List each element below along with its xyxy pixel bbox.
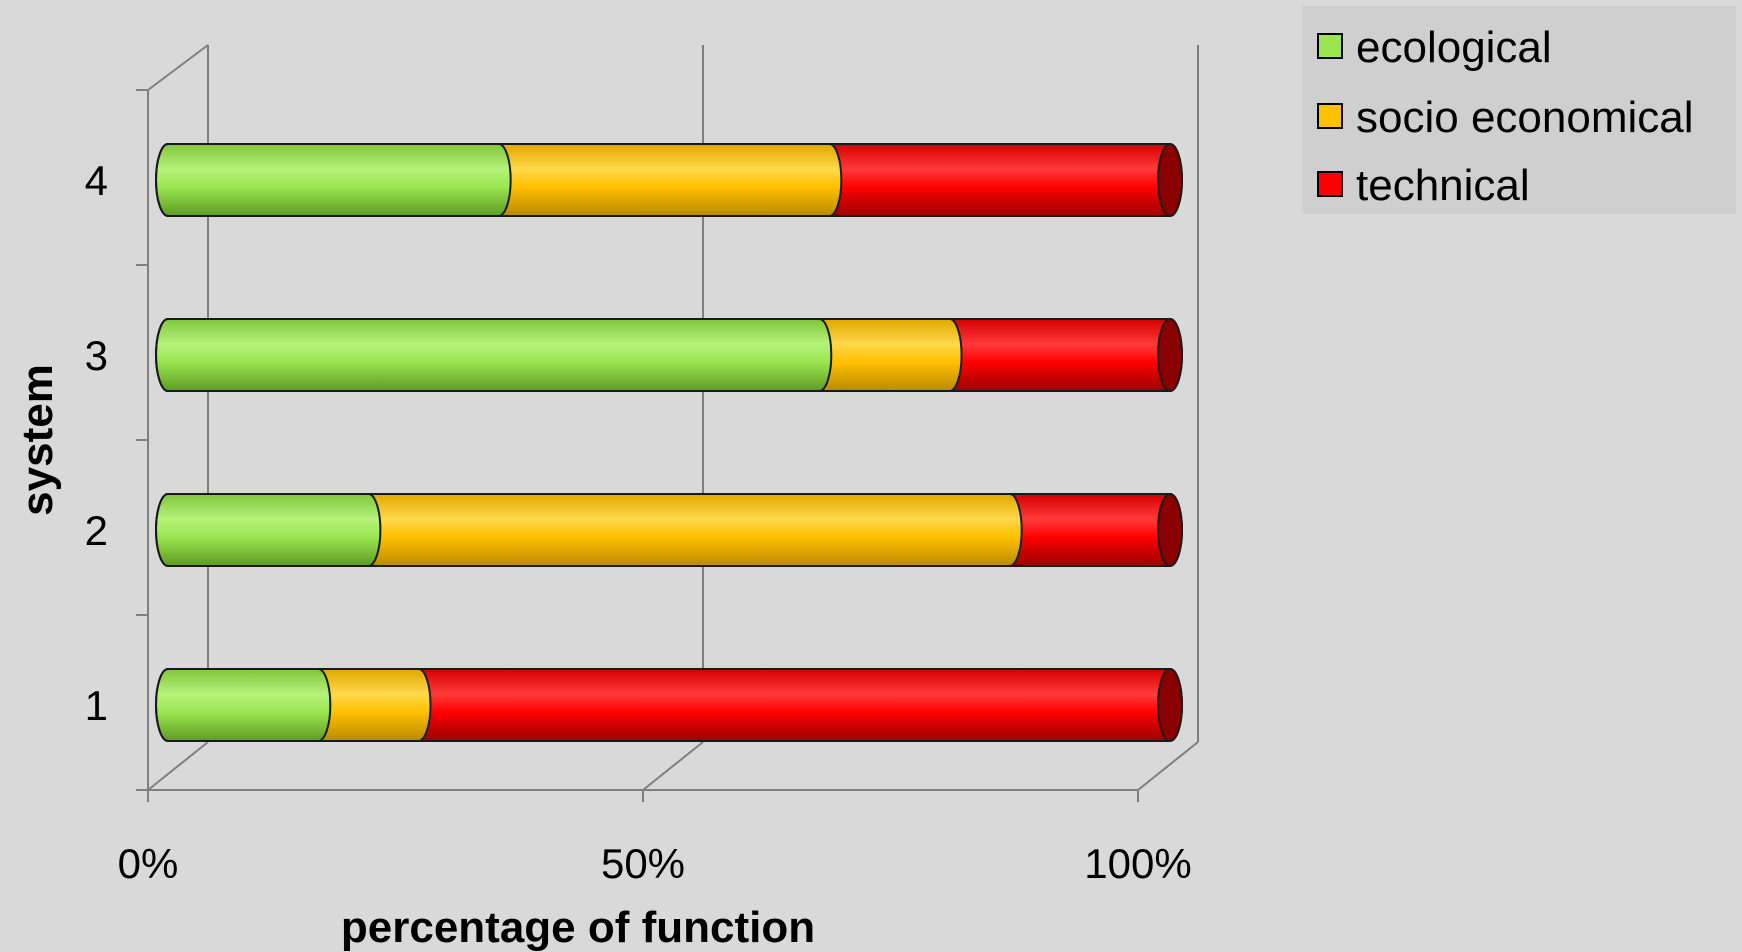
x-tick-label: 50% xyxy=(601,840,685,887)
legend-swatch-technical xyxy=(1317,171,1343,197)
y-axis-title: system xyxy=(13,364,62,516)
bar-start-cap xyxy=(155,493,169,567)
y-tick-label: 1 xyxy=(85,682,108,729)
bar-start-cap xyxy=(155,318,169,392)
axis-ticks xyxy=(136,89,1139,802)
bar-end-cap xyxy=(1157,318,1183,392)
floor-gridline-50 xyxy=(642,741,704,791)
y-tick-label: 3 xyxy=(85,332,108,379)
bar-end-cap xyxy=(1157,143,1183,217)
x-axis-title: percentage of function xyxy=(341,903,815,952)
legend: ecological socio economical technical xyxy=(1302,6,1736,214)
bar-start-cap xyxy=(155,143,169,217)
y-tick-labels: 1 2 3 4 xyxy=(85,157,108,729)
bar-segment-technical xyxy=(816,143,1183,217)
bar-segment-technical xyxy=(936,318,1183,392)
bar-segment-ecological xyxy=(155,143,512,217)
bar-segment-ecological xyxy=(155,668,332,742)
bar-start-cap xyxy=(155,668,169,742)
bar-segment-socio-economical xyxy=(485,143,843,217)
depth-bottom xyxy=(147,741,209,791)
x-tick-labels: 0% 50% 100% xyxy=(118,840,1192,887)
legend-box xyxy=(1302,6,1736,214)
y-tick-label: 2 xyxy=(85,507,108,554)
legend-swatch-ecological xyxy=(1317,33,1343,59)
bar-segment-technical xyxy=(996,493,1183,567)
legend-label: ecological xyxy=(1356,23,1552,72)
bar-end-cap xyxy=(1157,493,1183,567)
depth-top xyxy=(147,44,209,91)
bar-segment-ecological xyxy=(155,318,833,392)
bar-end-cap xyxy=(1157,668,1183,742)
x-tick-label: 100% xyxy=(1084,840,1191,887)
floor-edge-right xyxy=(1137,741,1199,791)
legend-label: technical xyxy=(1356,161,1530,210)
bar-segment-technical xyxy=(405,668,1183,742)
bar-segment-ecological xyxy=(155,493,382,567)
legend-label: socio economical xyxy=(1356,93,1694,142)
y-tick-label: 4 xyxy=(85,157,108,204)
x-tick-label: 0% xyxy=(118,840,179,887)
bars xyxy=(155,143,1183,742)
bar-segment-socio-economical xyxy=(355,493,1023,567)
legend-swatch-socio-economical xyxy=(1317,103,1343,129)
